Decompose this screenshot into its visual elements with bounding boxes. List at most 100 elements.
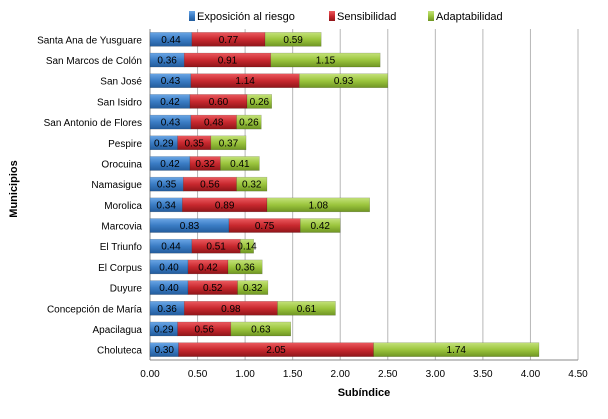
bar-segment — [220, 156, 260, 171]
bar-segment — [230, 321, 292, 337]
category-label: Pespire — [108, 139, 142, 150]
category-label: Santa Ana de Yusguare — [37, 35, 142, 46]
data-label: 2.05 — [266, 345, 286, 356]
data-label: 0.29 — [154, 138, 174, 149]
data-label: 0.42 — [198, 262, 218, 273]
category-label: Orocuina — [101, 159, 142, 170]
bar-segment — [373, 342, 540, 357]
x-tick-label: 3.00 — [426, 369, 446, 380]
bar-segment — [277, 301, 336, 316]
legend-swatch — [428, 11, 434, 21]
bar-segment — [227, 259, 263, 275]
bar-segment — [270, 52, 381, 68]
data-label: 0.32 — [242, 180, 262, 191]
data-label: 0.36 — [235, 262, 255, 273]
data-label: 0.44 — [161, 35, 181, 46]
data-label: 0.36 — [157, 56, 177, 67]
data-label: 1.15 — [316, 56, 336, 67]
data-label: 0.42 — [160, 159, 180, 170]
data-label: 0.35 — [157, 180, 177, 191]
data-label: 0.83 — [180, 221, 200, 232]
category-label: Choluteca — [97, 346, 142, 357]
data-label: 1.14 — [235, 76, 255, 87]
data-label: 0.59 — [283, 35, 303, 46]
data-label: 0.75 — [255, 221, 275, 232]
bars-group: 0.44 0.77 0.59 0.36 0.91 1.15 0.43 1.14 0.93 0.42… — [149, 32, 540, 357]
category-label: San Marcos de Colón — [46, 56, 142, 67]
category-label: Namasigue — [91, 180, 142, 191]
bar-segment — [236, 114, 262, 130]
data-label: 0.56 — [194, 324, 214, 335]
x-tick-label: 2.50 — [378, 369, 398, 380]
bar-segment — [236, 176, 268, 192]
data-label: 0.41 — [230, 159, 250, 170]
data-label: 0.91 — [218, 56, 238, 67]
data-label: 0.43 — [161, 76, 181, 87]
bar-segment — [149, 135, 178, 151]
data-label: 0.60 — [209, 97, 229, 108]
data-label: 0.44 — [161, 242, 181, 253]
x-tick-label: 4.50 — [568, 369, 588, 380]
data-label: 0.29 — [154, 324, 174, 335]
data-label: 0.52 — [203, 283, 223, 294]
category-label: Marcovia — [101, 222, 142, 233]
data-label: 0.26 — [239, 118, 259, 129]
data-label: 0.30 — [155, 345, 175, 356]
category-labels: Santa Ana de Yusguare San Marcos de Colón… — [37, 35, 142, 356]
x-tick-label: 4.00 — [521, 369, 541, 380]
data-label: 0.98 — [221, 304, 241, 315]
bar-segment — [149, 321, 178, 337]
legend-label: Adaptabilidad — [436, 11, 503, 23]
bar-segment — [299, 73, 389, 88]
y-axis-title: Municipios — [8, 160, 20, 217]
data-label: 0.42 — [160, 97, 180, 108]
category-label: Morolica — [104, 201, 142, 212]
bar-segment — [149, 197, 183, 213]
category-label: Duyure — [110, 284, 143, 295]
bar-segment — [149, 176, 184, 192]
data-label: 0.61 — [297, 304, 317, 315]
bar-segment — [240, 238, 254, 254]
category-label: El Corpus — [98, 263, 142, 274]
data-label: 0.35 — [184, 138, 204, 149]
category-label: San Antonio de Flores — [44, 118, 142, 129]
data-label: 0.43 — [161, 118, 181, 129]
bar-segment — [266, 197, 370, 213]
bar-segment — [300, 218, 341, 233]
category-label: San Isidro — [97, 97, 142, 108]
x-tick-label: 3.50 — [473, 369, 493, 380]
legend-swatch — [329, 11, 335, 21]
legend: Exposición al riesgo Sensibilidad Adaptabi… — [189, 11, 503, 23]
data-label: 0.77 — [219, 35, 239, 46]
bar-segment — [264, 32, 322, 47]
x-tick-label: 1.00 — [235, 369, 255, 380]
data-label: 1.74 — [447, 345, 467, 356]
data-label: 0.93 — [334, 76, 354, 87]
data-label: 0.40 — [159, 283, 179, 294]
data-label: 0.48 — [204, 118, 224, 129]
data-label: 1.08 — [309, 200, 329, 211]
x-tick-labels: 0.00 0.50 1.00 1.50 2.00 2.50 3.00 3.50 4.00 4.50 — [140, 369, 588, 380]
bar-segment — [210, 135, 247, 151]
x-tick-label: 2.00 — [330, 369, 350, 380]
data-label: 0.32 — [243, 283, 263, 294]
category-label: El Triunfo — [100, 242, 143, 253]
data-label: 0.37 — [219, 138, 239, 149]
x-tick-label: 1.50 — [283, 369, 303, 380]
category-label: Apacilagua — [93, 325, 143, 336]
data-label: 0.56 — [200, 180, 220, 191]
legend-label: Sensibilidad — [337, 11, 396, 23]
category-label: San José — [100, 77, 142, 88]
data-label: 0.42 — [311, 221, 331, 232]
data-label: 0.32 — [195, 159, 215, 170]
x-axis-title: Subíndice — [338, 387, 391, 399]
data-label: 0.51 — [206, 242, 226, 253]
legend-label: Exposición al riesgo — [197, 11, 295, 23]
data-label: 0.14 — [237, 242, 257, 253]
data-label: 0.89 — [215, 200, 235, 211]
category-label: Concepción de María — [47, 304, 142, 315]
x-tick-label: 0.00 — [140, 369, 160, 380]
data-label: 0.34 — [156, 200, 176, 211]
